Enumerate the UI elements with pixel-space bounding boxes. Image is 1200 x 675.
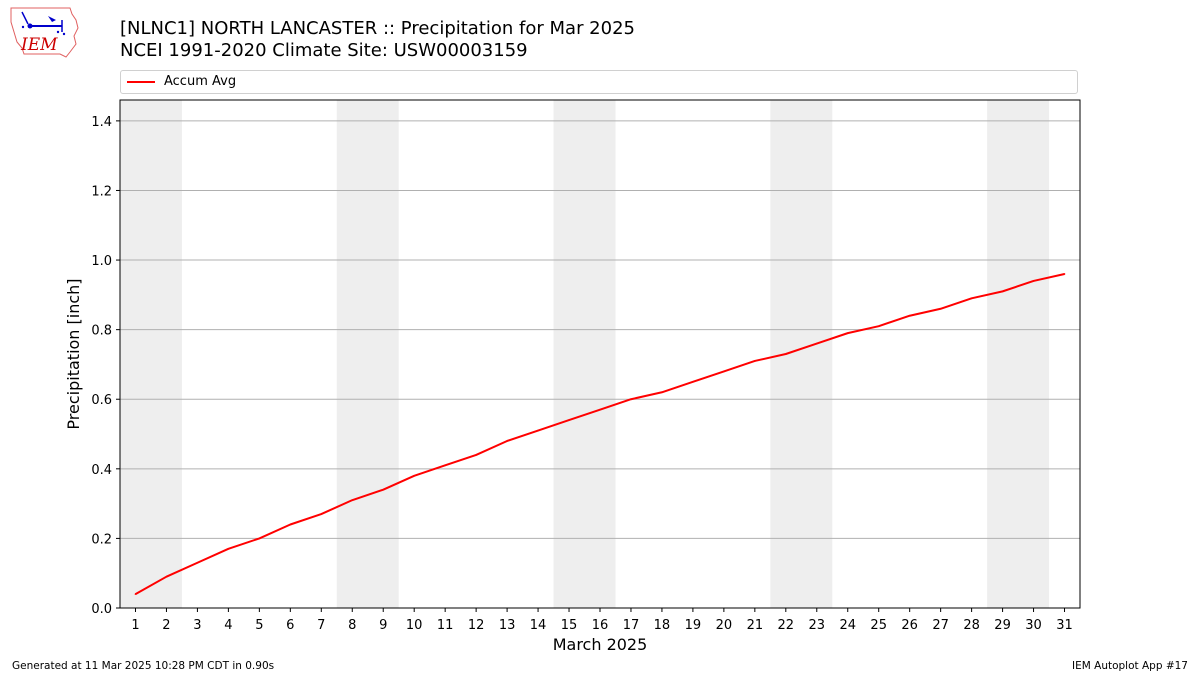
x-tick-label-2: 2	[162, 618, 170, 633]
data-point-19	[692, 381, 694, 383]
x-tick-label-1: 1	[131, 618, 139, 633]
x-tick-label-29: 29	[994, 618, 1011, 633]
data-point-24	[846, 332, 849, 334]
data-point-26	[908, 314, 911, 317]
logo-text: IEM	[20, 35, 58, 55]
y-axis-label: Precipitation [inch]	[64, 278, 83, 429]
data-point-28	[970, 297, 973, 300]
x-tick-label-27: 27	[932, 618, 949, 633]
data-point-21	[754, 360, 756, 362]
generated-timestamp: Generated at 11 Mar 2025 10:28 PM CDT in…	[12, 660, 275, 672]
y-tick-label-0: 0.0	[91, 602, 112, 617]
data-point-5	[258, 537, 261, 540]
x-tick-label-11: 11	[437, 618, 454, 633]
x-tick-label-20: 20	[716, 618, 733, 633]
x-tick-label-24: 24	[839, 618, 856, 633]
data-point-15	[568, 419, 570, 421]
y-tick-label-5: 1.0	[91, 254, 112, 269]
x-tick-label-26: 26	[901, 618, 918, 633]
y-tick-label-6: 1.2	[91, 184, 112, 199]
x-tick-label-13: 13	[499, 618, 516, 633]
data-point-31	[1063, 273, 1066, 275]
legend-line-swatch	[127, 81, 155, 83]
data-point-20	[723, 370, 725, 373]
x-tick-label-28: 28	[963, 618, 980, 633]
data-point-4	[227, 548, 230, 550]
data-point-27	[939, 307, 942, 310]
x-tick-label-6: 6	[286, 618, 294, 633]
legend: Accum Avg	[120, 70, 1078, 94]
y-tick-label-4: 0.8	[91, 324, 112, 339]
app-credit: IEM Autoplot App #17	[1072, 660, 1188, 672]
x-tick-label-23: 23	[809, 618, 826, 633]
x-tick-label-25: 25	[870, 618, 887, 633]
y-tick-label-3: 0.6	[91, 393, 112, 408]
x-tick-label-21: 21	[747, 618, 764, 633]
x-tick-label-17: 17	[623, 618, 640, 633]
y-tick-label-1: 0.2	[91, 532, 112, 547]
x-tick-label-9: 9	[379, 618, 387, 633]
data-point-12	[475, 454, 477, 456]
chart-subtitle: NCEI 1991-2020 Climate Site: USW00003159	[120, 40, 528, 61]
y-tick-label-2: 0.4	[91, 463, 112, 478]
data-point-22	[785, 353, 787, 355]
data-point-3	[196, 561, 199, 564]
data-point-29	[1001, 290, 1004, 293]
x-tick-label-18: 18	[654, 618, 671, 633]
data-point-23	[815, 342, 818, 345]
weekend-band-4	[770, 100, 833, 608]
x-tick-label-30: 30	[1025, 618, 1042, 633]
data-point-17	[630, 398, 632, 401]
data-point-14	[537, 429, 539, 432]
data-point-7	[320, 513, 323, 515]
y-tick-label-7: 1.4	[91, 115, 112, 130]
x-tick-label-8: 8	[348, 618, 356, 633]
data-point-6	[289, 523, 292, 526]
x-axis-label: March 2025	[553, 635, 648, 654]
x-tick-label-12: 12	[468, 618, 485, 633]
x-tick-label-5: 5	[255, 618, 263, 633]
data-point-25	[877, 325, 880, 327]
data-point-10	[413, 474, 415, 477]
weekend-band-5	[987, 100, 1050, 608]
data-point-30	[1032, 280, 1035, 282]
iem-logo: IEM	[8, 6, 80, 60]
data-point-13	[506, 440, 508, 442]
data-point-1	[134, 593, 137, 595]
data-point-16	[599, 408, 601, 411]
data-point-11	[444, 464, 446, 467]
data-point-18	[661, 391, 663, 394]
chart-title: [NLNC1] NORTH LANCASTER :: Precipitation…	[120, 18, 635, 39]
x-tick-label-3: 3	[193, 618, 201, 633]
x-tick-label-7: 7	[317, 618, 325, 633]
weekend-band-3	[553, 100, 616, 608]
x-tick-label-10: 10	[406, 618, 423, 633]
x-tick-label-14: 14	[530, 618, 547, 633]
data-point-2	[165, 575, 168, 578]
weekend-band-2	[336, 100, 399, 608]
x-tick-label-19: 19	[685, 618, 702, 633]
x-tick-label-15: 15	[561, 618, 578, 633]
weekend-band-1	[120, 100, 182, 608]
x-tick-label-22: 22	[778, 618, 795, 633]
x-tick-label-4: 4	[224, 618, 232, 633]
data-point-8	[351, 499, 354, 501]
data-point-9	[382, 488, 385, 491]
x-tick-label-16: 16	[592, 618, 609, 633]
legend-label-accum-avg: Accum Avg	[164, 74, 237, 89]
x-tick-label-31: 31	[1056, 618, 1073, 633]
